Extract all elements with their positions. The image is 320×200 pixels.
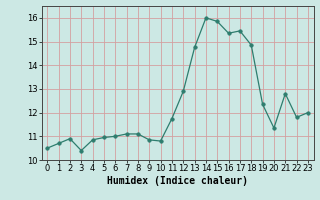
X-axis label: Humidex (Indice chaleur): Humidex (Indice chaleur): [107, 176, 248, 186]
